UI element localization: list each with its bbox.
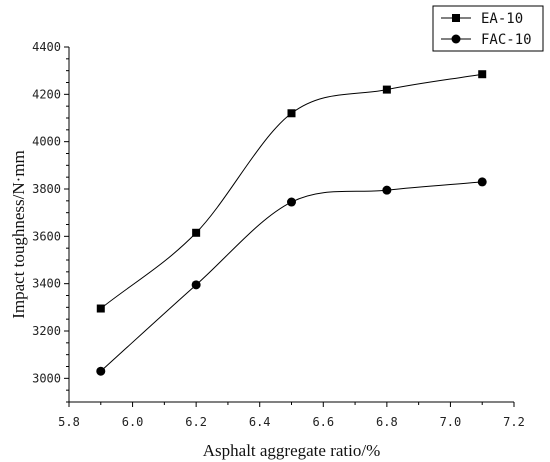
series-ea-10 <box>96 70 487 313</box>
data-point-fac-10 <box>191 280 201 290</box>
x-tick-label: 6.2 <box>185 415 207 429</box>
legend-label: FAC-10 <box>481 32 532 48</box>
data-point-fac-10 <box>287 197 296 207</box>
x-tick-label: 6.4 <box>249 415 271 429</box>
legend: EA-10 FAC-10 <box>432 5 544 52</box>
series-line-fac-10 <box>100 181 483 372</box>
legend-marker-square <box>452 14 460 22</box>
data-point-ea-10 <box>192 228 201 237</box>
y-axis-ticks: 3000 3200 3400 3600 3800 4000 4200 4400 <box>32 40 69 403</box>
plot-area <box>68 47 514 403</box>
legend-box <box>432 5 544 52</box>
y-tick-label: 4000 <box>32 135 61 149</box>
data-point-ea-10 <box>287 109 296 118</box>
x-tick-label: 6.6 <box>312 415 334 429</box>
y-tick-label: 4400 <box>32 40 61 54</box>
x-tick-label: 6.8 <box>376 415 398 429</box>
x-tick-label: 5.8 <box>58 415 80 429</box>
data-point-ea-10 <box>478 70 487 79</box>
data-point-fac-10 <box>96 366 106 376</box>
x-tick-label: 6.0 <box>122 415 144 429</box>
x-tick-label: 7.2 <box>503 415 525 429</box>
y-tick-label: 3400 <box>32 277 61 291</box>
x-tick-label: 7.0 <box>440 415 462 429</box>
series-layer <box>96 70 487 376</box>
data-point-ea-10 <box>96 304 105 313</box>
y-tick-label: 3800 <box>32 182 61 196</box>
y-tick-label: 3000 <box>32 371 61 385</box>
x-axis-ticks: 5.8 6.0 6.2 6.4 6.6 6.8 7.0 7.2 <box>58 402 525 429</box>
series-fac-10 <box>96 177 487 376</box>
data-point-fac-10 <box>382 185 392 195</box>
x-axis-label: Asphalt aggregate ratio/% <box>203 441 381 460</box>
y-axis-label: Impact toughness/N·mm <box>9 150 28 319</box>
y-tick-label: 3200 <box>32 324 61 338</box>
data-point-ea-10 <box>382 85 391 94</box>
legend-label: EA-10 <box>481 11 523 27</box>
legend-marker-circle <box>451 34 461 44</box>
series-line-ea-10 <box>100 73 483 309</box>
y-tick-label: 4200 <box>32 87 61 101</box>
y-tick-label: 3600 <box>32 229 61 243</box>
data-point-fac-10 <box>477 177 487 187</box>
